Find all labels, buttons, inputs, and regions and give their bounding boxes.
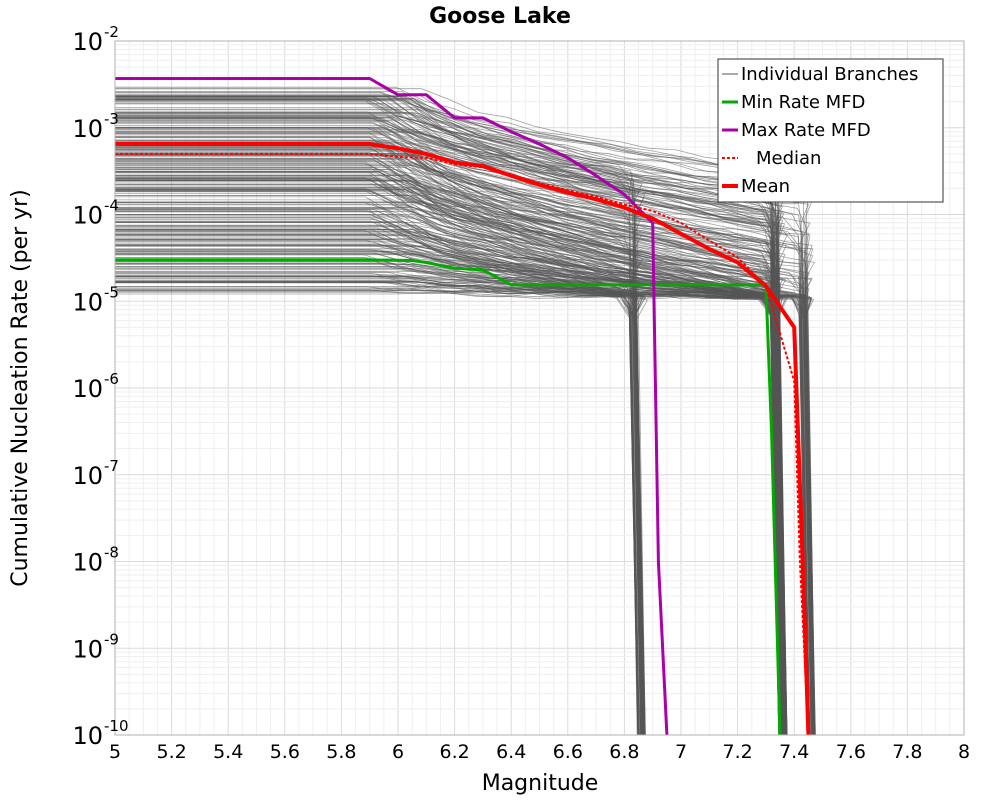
legend-label: Mean xyxy=(741,176,790,197)
legend: Individual Branches Min Rate MFD Max Rate … xyxy=(717,58,944,203)
y-tick-label-base: 10 xyxy=(72,375,103,403)
x-tick-label: 7.2 xyxy=(722,741,752,763)
branch-line xyxy=(115,154,783,736)
y-tick-label-base: 10 xyxy=(72,202,103,230)
branch-line xyxy=(115,99,638,736)
y-tick-label-exp: -4 xyxy=(104,197,119,215)
branch-line xyxy=(115,117,784,736)
branch-line xyxy=(115,142,643,736)
y-axis-label: Cumulative Nucleation Rate (per yr) xyxy=(8,189,33,587)
y-tick-label-base: 10 xyxy=(72,288,103,316)
x-tick-label: 7.6 xyxy=(836,741,866,763)
branch-line xyxy=(115,158,788,736)
branch-line xyxy=(115,127,785,736)
x-tick-label: 6.2 xyxy=(439,741,469,763)
branch-line xyxy=(115,164,780,736)
y-tick-label-exp: -7 xyxy=(104,457,119,475)
y-tick-label-exp: -8 xyxy=(104,544,119,562)
branch-line xyxy=(115,154,645,736)
branch-line xyxy=(115,267,640,736)
chart-title: Goose Lake xyxy=(429,4,571,29)
y-tick-label-exp: -3 xyxy=(104,110,119,128)
series-lines xyxy=(115,77,811,736)
branch-line xyxy=(115,171,642,736)
series-mean xyxy=(115,142,811,736)
y-tick-label-base: 10 xyxy=(72,635,103,663)
y-tick-label-base: 10 xyxy=(72,549,103,577)
legend-label: Individual Branches xyxy=(741,64,918,85)
branch-line xyxy=(115,153,786,736)
y-tick-label-base: 10 xyxy=(72,28,103,56)
x-tick-label: 5.4 xyxy=(213,741,243,763)
y-tick-label-exp: -9 xyxy=(104,630,119,648)
branch-line xyxy=(115,221,782,736)
branch-line xyxy=(115,178,646,736)
branch-line xyxy=(115,100,809,736)
x-tick-label: 8 xyxy=(958,741,970,763)
legend-label: Min Rate MFD xyxy=(741,92,865,113)
x-tick-label: 5.8 xyxy=(326,741,356,763)
branch-line xyxy=(115,95,642,736)
y-tick-labels: 10-210-310-410-510-610-710-810-910-10 xyxy=(72,23,128,750)
branch-line xyxy=(115,269,784,736)
branch-line xyxy=(115,158,641,736)
branch-line xyxy=(115,121,645,736)
x-tick-label: 5.6 xyxy=(270,741,300,763)
branch-line xyxy=(115,161,782,736)
branch-line xyxy=(115,152,780,736)
branch-line xyxy=(115,275,645,736)
branch-line xyxy=(115,118,780,736)
y-tick-label-exp: -5 xyxy=(104,283,119,301)
x-tick-label: 6.4 xyxy=(496,741,526,763)
legend-label: Max Rate MFD xyxy=(741,120,871,141)
x-tick-label: 5.2 xyxy=(156,741,186,763)
x-tick-label: 6 xyxy=(392,741,404,763)
y-tick-label-exp: -2 xyxy=(104,23,119,41)
plot-frame xyxy=(114,40,965,736)
branch-line xyxy=(115,154,816,736)
y-tick-label-base: 10 xyxy=(72,115,103,143)
branch-line xyxy=(115,143,780,736)
branch-line xyxy=(115,139,642,736)
branch-line xyxy=(115,226,639,736)
y-tick-label-base: 10 xyxy=(72,462,103,490)
branch-line xyxy=(115,182,784,736)
x-tick-label: 7 xyxy=(675,741,687,763)
branch-line xyxy=(115,114,785,736)
branch-line xyxy=(115,230,642,736)
x-axis-label: Magnitude xyxy=(482,771,599,796)
branch-line xyxy=(115,95,639,736)
y-tick-label-exp: -6 xyxy=(104,370,119,388)
y-tick-label-exp: -10 xyxy=(104,717,129,735)
x-tick-label: 7.8 xyxy=(892,741,922,763)
x-tick-label: 6.6 xyxy=(553,741,583,763)
branch-line xyxy=(115,171,786,736)
x-tick-labels: 5 5.2 5.4 5.6 5.8 6 6.2 6.4 6.6 6.8 7 7.2 7.4 7.6 7.8 8 xyxy=(109,741,970,763)
branch-line xyxy=(115,207,785,736)
x-tick-label: 5 xyxy=(109,741,121,763)
branch-line xyxy=(115,153,783,736)
x-tick-label: 7.4 xyxy=(779,741,809,763)
branch-line xyxy=(115,159,810,736)
legend-label: Median xyxy=(756,148,821,169)
x-tick-label: 6.8 xyxy=(609,741,639,763)
branch-line xyxy=(115,279,783,736)
y-tick-label-base: 10 xyxy=(72,722,103,750)
legend-box xyxy=(717,58,944,203)
